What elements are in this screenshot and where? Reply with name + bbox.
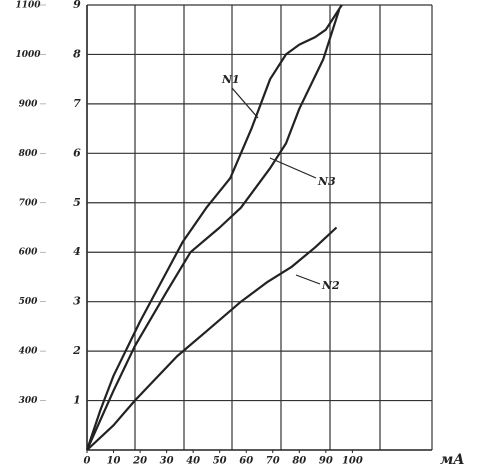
series-line <box>86 226 338 451</box>
y2-tick-label: 600 <box>19 248 39 258</box>
x-tick-label: 30 <box>160 456 174 467</box>
y-tick-label: 1 <box>73 394 81 407</box>
x-tick-label: 50 <box>213 456 227 467</box>
x-axis-label: мА <box>440 452 465 468</box>
y2-tick-label: 500 <box>19 297 39 307</box>
y2-tick-label: 400 <box>19 347 39 357</box>
series-line <box>85 4 343 451</box>
y-tick-label: 4 <box>73 245 81 258</box>
x-tick-label: 80 <box>292 456 306 467</box>
x-tick-label: 100 <box>342 456 363 467</box>
y-tick-label: 6 <box>73 146 81 159</box>
y2-tick-label: 900 <box>19 99 39 109</box>
y2-tick-label: 1100 <box>15 1 41 11</box>
series-label: N2 <box>321 279 340 292</box>
y2-tick-label: 700 <box>19 198 39 208</box>
y-tick-label: 5 <box>73 196 81 209</box>
y-tick-label: 7 <box>73 97 81 110</box>
series-label: N3 <box>317 175 336 188</box>
y-tick-label: 9 <box>73 0 81 11</box>
x-tick-label: 60 <box>239 456 253 467</box>
y2-tick-label: 1000 <box>15 50 41 60</box>
x-tick-label: 10 <box>107 456 121 467</box>
y2-tick-label: 800 <box>19 149 39 159</box>
y-tick-label: 2 <box>72 344 81 357</box>
x-tick-label: 20 <box>132 456 147 467</box>
y-tick-label: 8 <box>73 47 81 60</box>
y-tick-label: 3 <box>73 295 81 308</box>
x-tick-label: 40 <box>186 456 200 467</box>
x-tick-label: 70 <box>266 456 280 467</box>
y2-tick-label: 300 <box>19 396 39 406</box>
x-tick-label: 90 <box>319 456 333 467</box>
x-tick-label: 0 <box>84 456 91 467</box>
series-line <box>85 9 341 451</box>
series-label: N1 <box>221 73 240 86</box>
leader-lines <box>231 87 321 285</box>
vertical-grid <box>134 5 433 450</box>
